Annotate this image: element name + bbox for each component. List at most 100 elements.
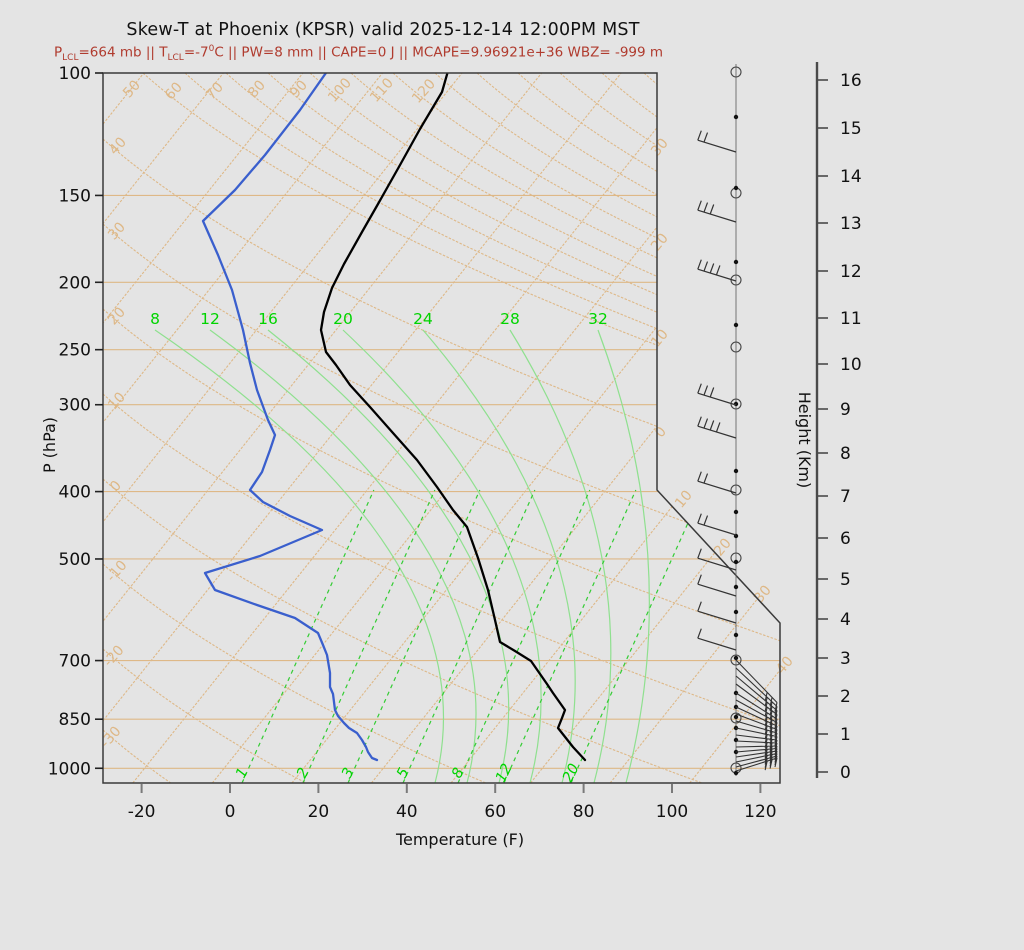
isotherm-line xyxy=(103,73,224,783)
dry-adiabat-line xyxy=(767,73,780,434)
moist-adiabat-line xyxy=(154,329,445,783)
dry-adiabat-line xyxy=(643,73,780,434)
grid-line-label: -10 xyxy=(103,557,130,585)
mixing-ratio-line xyxy=(302,489,436,783)
wind-level-dot xyxy=(733,655,739,661)
wind-level-circle xyxy=(730,654,742,666)
grid-line-label: -20 xyxy=(100,642,127,670)
mixing-ratio-line xyxy=(347,489,481,783)
temperature-tick-label: 60 xyxy=(484,802,506,822)
p-lcl-label: P xyxy=(54,44,63,61)
dry-adiabat-line xyxy=(103,308,780,670)
dry-adiabat-line xyxy=(476,73,780,434)
wind-level-dot xyxy=(733,714,739,720)
wind-level-dot xyxy=(733,259,739,265)
grid-line-label: 60 xyxy=(162,79,186,103)
grid-line-label: 10 xyxy=(105,389,129,413)
height-tick-label: 2 xyxy=(840,687,851,707)
wind-barb xyxy=(697,601,737,624)
dry-adiabat-line xyxy=(392,73,780,434)
height-tick-label: 9 xyxy=(840,400,851,420)
moist-adiabat-line xyxy=(597,329,650,783)
wind-level-dot xyxy=(733,559,739,565)
wind-level-dot xyxy=(733,632,739,638)
dry-adiabat-line xyxy=(142,73,780,434)
dry-adiabat-line xyxy=(103,478,780,783)
temperature-tick-label: -20 xyxy=(128,802,156,822)
dewpoint-curve xyxy=(201,73,379,762)
temperature-tick-label: 40 xyxy=(396,802,418,822)
chart-title: Skew-T at Phoenix (KPSR) valid 2025-12-1… xyxy=(126,20,640,40)
height-tick-label: 0 xyxy=(840,763,851,783)
grid-lines xyxy=(103,73,780,783)
wind-barb xyxy=(735,747,778,759)
height-tick-label: 10 xyxy=(840,355,862,375)
wind-level-dot xyxy=(733,322,739,328)
moist-adiabat-label: 20 xyxy=(333,310,353,328)
pressure-tick-label: 850 xyxy=(59,710,91,730)
mixing-ratio-label: 12 xyxy=(493,761,516,785)
grid-line-label: 30 xyxy=(105,219,129,243)
temperature-tick-label: 120 xyxy=(744,802,776,822)
pressure-tick-label: 100 xyxy=(59,64,91,84)
wind-level-dot xyxy=(733,114,739,120)
height-tick-label: 6 xyxy=(840,529,851,549)
wind-barb xyxy=(697,548,737,571)
height-tick-label: 8 xyxy=(840,444,851,464)
height-tick-label: 13 xyxy=(840,214,862,234)
moist-adiabat-line xyxy=(422,329,576,783)
height-tick-label: 1 xyxy=(840,725,851,745)
height-tick-label: 12 xyxy=(840,262,862,282)
pressure-tick-label: 200 xyxy=(59,273,91,293)
height-axis-title: Height (Km) xyxy=(795,392,814,489)
wind-barb xyxy=(735,757,778,772)
dry-adiabat-line xyxy=(559,73,780,434)
grid-line-label: 0 xyxy=(107,478,125,495)
temperature-tick-label: 0 xyxy=(225,802,236,822)
height-tick-label: 7 xyxy=(840,487,851,507)
grid-line-label: 30 xyxy=(751,582,775,606)
plot-border xyxy=(102,72,781,784)
pressure-axis: 100 150 200 250 300 400 500 700 850 1000 P (hPa) xyxy=(40,64,103,779)
grid-line-label: 100 xyxy=(325,75,355,106)
grid-line-label: 20 xyxy=(648,230,672,254)
wind-level-dot xyxy=(733,185,739,191)
mixing-ratio-line xyxy=(570,489,704,783)
moist-adiabat-line xyxy=(509,329,612,783)
moist-adiabat-line xyxy=(342,329,542,783)
wind-barb xyxy=(697,130,737,153)
dry-adiabat-line xyxy=(601,73,780,434)
wind-barb xyxy=(697,513,737,536)
t-lcl-label: T xyxy=(159,44,168,61)
wind-level-dot xyxy=(733,468,739,474)
isotherm-line xyxy=(103,73,543,783)
height-tick-label: 4 xyxy=(840,610,851,630)
sounding-indices-annotation: PLCL=664 mb || TLCL=-70C || PW=8 mm || C… xyxy=(54,44,664,64)
temperature-axis-title: Temperature (F) xyxy=(395,830,524,849)
isotherm-line xyxy=(103,73,383,783)
grid-line-label: 40 xyxy=(106,134,130,158)
grid-line-label: 120 xyxy=(409,76,439,107)
mixing-ratio-line xyxy=(402,489,536,783)
moist-adiabat-line xyxy=(267,329,510,783)
wind-level-dot xyxy=(733,609,739,615)
temperature-tick-label: 100 xyxy=(656,802,688,822)
moist-adiabat-label: 8 xyxy=(150,310,160,328)
pressure-tick-label: 1000 xyxy=(48,759,91,779)
mixing-ratio-line xyxy=(457,489,591,783)
wind-barb xyxy=(697,200,737,223)
isotherm-line xyxy=(103,73,145,783)
pressure-tick-label: 300 xyxy=(59,396,91,416)
dry-adiabat-line xyxy=(726,73,780,434)
grid-line-label: 80 xyxy=(245,77,269,101)
grid-line-label: 110 xyxy=(367,75,397,106)
wind-barb-column xyxy=(697,64,778,776)
height-tick-label: 5 xyxy=(840,570,851,590)
wind-barb xyxy=(697,259,737,282)
mixing-ratio-line xyxy=(503,489,637,783)
isotherm-line xyxy=(530,73,780,783)
height-tick-label: 3 xyxy=(840,649,851,669)
pressure-tick-label: 700 xyxy=(59,652,91,672)
